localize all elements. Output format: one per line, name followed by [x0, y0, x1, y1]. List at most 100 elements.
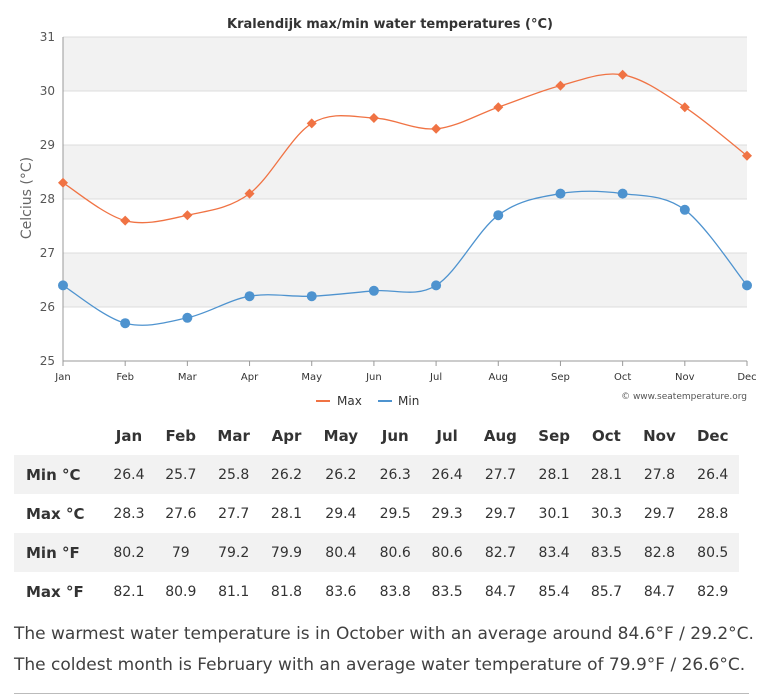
plot-band: [63, 37, 747, 91]
table-column-header: May: [323, 426, 359, 445]
x-tick-label: Oct: [614, 372, 631, 383]
data-point-max: [58, 177, 68, 188]
table-cell: 81.1: [218, 583, 250, 600]
table-column-header: Feb: [165, 426, 197, 445]
x-tick-label: Jul: [429, 372, 442, 383]
data-point-min: [306, 291, 317, 302]
data-point-min: [555, 188, 566, 199]
data-point-min: [58, 280, 68, 291]
x-tick-label: Feb: [116, 372, 134, 383]
table-cell: 26.4: [103, 455, 155, 494]
y-tick-label: 28: [40, 192, 55, 206]
table-cell: 26.4: [421, 455, 474, 494]
table-cell: 80.4: [312, 533, 370, 572]
table-cell: 80.2: [103, 533, 155, 572]
coldest-summary: The coldest month is February with an av…: [14, 655, 746, 675]
table-cell: 29.7: [484, 505, 516, 522]
temperature-table: Jan Feb Mar Apr May Jun Jul Aug Sep Oct Nov Dec Min…: [14, 416, 739, 611]
data-point-max: [742, 150, 752, 161]
table-corner-cell: [14, 416, 103, 455]
data-point-min: [120, 318, 131, 329]
legend: Max Min: [316, 394, 419, 408]
x-tick-label: Nov: [675, 372, 695, 383]
y-tick-label: 31: [40, 30, 55, 44]
table-cell: 85.4: [538, 583, 570, 600]
table-row: Max °C 28.3 27.6 27.7 28.1 29.4 29.5 29.3 29.7 30…: [14, 494, 739, 533]
plot-bands: [63, 37, 747, 307]
table-cell: 30.3: [590, 505, 623, 522]
data-point-max: [431, 123, 442, 134]
plot-band: [63, 253, 747, 307]
divider: [14, 693, 749, 694]
x-tick-label: Jun: [365, 372, 382, 383]
series-line-max: [62, 73, 748, 224]
table-cell: 26.2: [260, 455, 313, 494]
table-row: Min °F 80.2 79 79.2 79.9 80.4 80.6 80.6 82.7 83.4…: [14, 533, 739, 572]
table-column-header: Jun: [381, 426, 409, 445]
data-point-max: [617, 69, 628, 80]
table-cell: 29.5: [379, 505, 411, 522]
table-cell: 29.7: [643, 505, 676, 522]
legend-item-min[interactable]: Min: [378, 394, 419, 408]
table-cell: 28.8: [697, 505, 729, 522]
table-cell: 28.1: [580, 455, 633, 494]
table-column-header: Sep: [538, 426, 570, 445]
table-cell: 82.9: [697, 583, 729, 600]
table-cell: 79.9: [260, 533, 313, 572]
temperature-chart: 25 26 27 28 29 30 31 Jan Feb Mar Apr May Jun Jul Aug S…: [19, 17, 757, 408]
table-row: Min °C 26.4 25.7 25.8 26.2 26.2 26.3 26.4 27.7 28…: [14, 455, 739, 494]
table-cell: 83.8: [379, 583, 411, 600]
table-row-header: Min °F: [14, 533, 103, 572]
table-cell: 85.7: [590, 583, 623, 600]
data-point-max: [306, 118, 317, 129]
table-cell: 29.4: [325, 505, 357, 522]
table-cell: 80.6: [421, 533, 474, 572]
table-cell: 27.7: [218, 505, 250, 522]
table-cell: 27.7: [473, 455, 528, 494]
table-column-header: Aug: [483, 426, 517, 445]
data-point-max: [679, 102, 690, 113]
table-cell: 83.6: [325, 583, 357, 600]
data-point-max: [555, 80, 566, 91]
y-tick-label: 27: [40, 246, 55, 260]
legend-item-max[interactable]: Max: [316, 394, 362, 408]
table-cell: 82.7: [473, 533, 528, 572]
table-cell: 83.5: [431, 583, 463, 600]
table-cell: 84.7: [484, 583, 516, 600]
table-cell: 79: [154, 533, 207, 572]
x-tick-label: Mar: [178, 372, 198, 383]
credit-link[interactable]: © www.seatemperature.org: [621, 392, 747, 402]
data-point-max: [244, 188, 255, 199]
table-column-header: Mar: [217, 426, 250, 445]
y-tick-label: 30: [40, 84, 55, 98]
x-tick-label: Apr: [241, 372, 259, 383]
table-cell: 82.8: [632, 533, 687, 572]
legend-label-min: Min: [398, 394, 419, 408]
table-cell: 80.5: [686, 533, 739, 572]
y-axis-label: Celcius (°C): [19, 157, 35, 239]
table-cell: 27.8: [632, 455, 687, 494]
table-cell: 79.2: [206, 533, 261, 572]
table-cell: 84.7: [643, 583, 676, 600]
table-cell: 25.7: [154, 455, 207, 494]
series-line-min: [62, 190, 748, 326]
data-point-max: [120, 215, 131, 226]
table-column-header: Oct: [592, 426, 621, 445]
data-point-min: [493, 210, 504, 221]
data-point-max: [182, 210, 193, 221]
warmest-summary: The warmest water temperature is in Octo…: [14, 624, 754, 644]
table-cell: 30.1: [538, 505, 570, 522]
y-tick-label: 25: [40, 354, 55, 368]
table-column-header: Jul: [436, 426, 458, 445]
chart-title: Kralendijk max/min water temperatures (°…: [227, 17, 553, 32]
data-point-min: [244, 291, 255, 302]
data-point-min: [182, 312, 193, 323]
table-cell: 27.6: [165, 505, 197, 522]
table-row-header: Max °F: [26, 582, 84, 601]
data-point-max: [493, 102, 504, 113]
table-cell: 28.1: [527, 455, 581, 494]
table-cell: 28.3: [113, 505, 145, 522]
table-column-header: Jan: [115, 426, 143, 445]
plot-band: [63, 145, 747, 199]
y-tick-label: 26: [40, 300, 55, 314]
